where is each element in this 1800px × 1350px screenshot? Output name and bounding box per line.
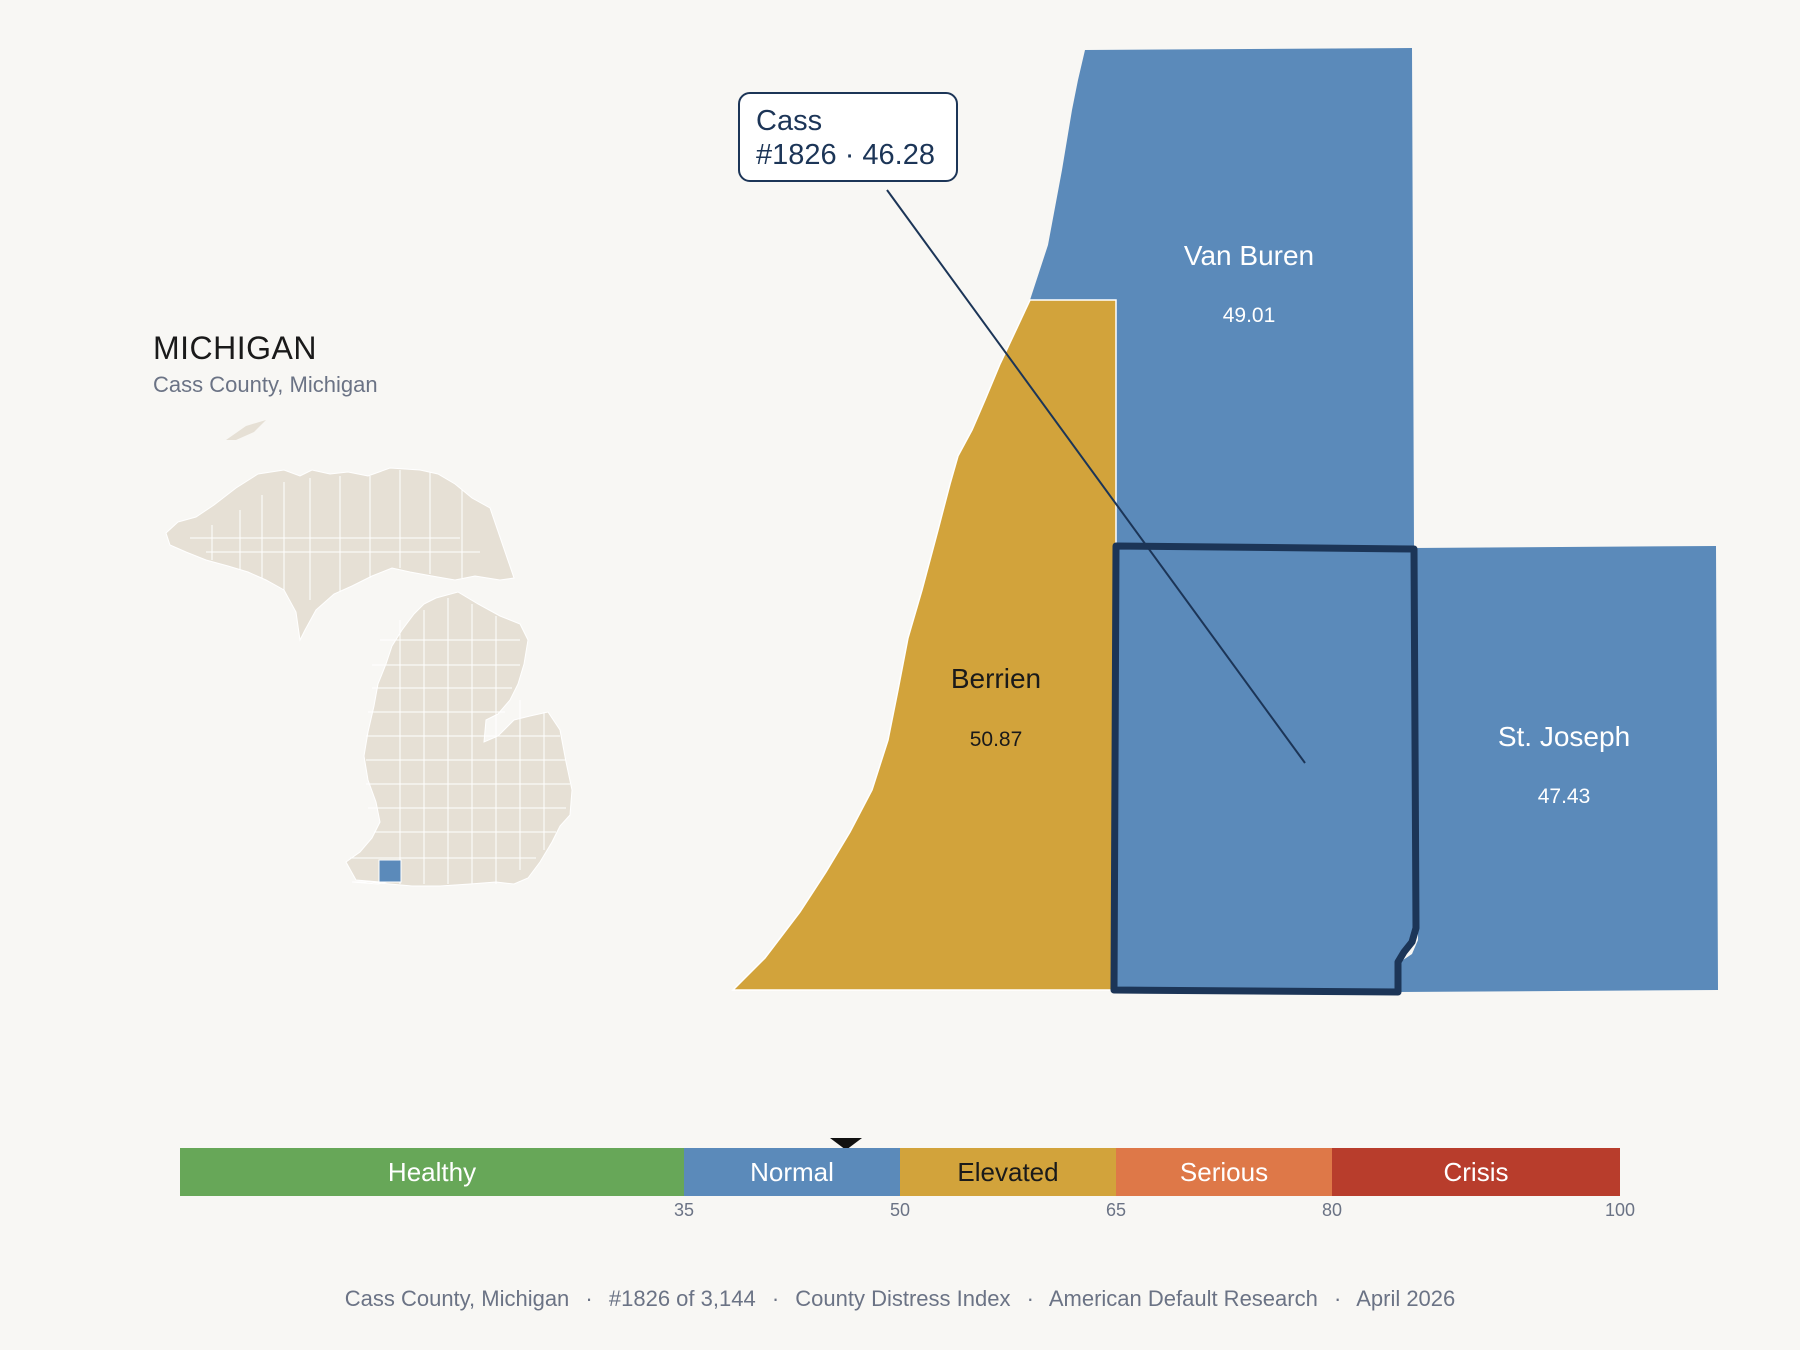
scale-tick-100: 100	[1604, 1200, 1636, 1220]
scale-segment-healthy: Healthy	[180, 1148, 684, 1196]
lower-peninsula-shape[interactable]	[345, 591, 573, 887]
footer-separator: ·	[771, 1286, 780, 1311]
scale-tick-35: 35	[673, 1200, 695, 1220]
label-st-joseph-value: 47.43	[1538, 785, 1591, 808]
footer-source: American Default Research	[1048, 1286, 1318, 1311]
scale-segment-normal: Normal	[684, 1148, 900, 1196]
callout-county-name: Cass	[756, 105, 823, 137]
footer-county: Cass County, Michigan	[344, 1286, 570, 1311]
label-st-joseph-name: St. Joseph	[1498, 721, 1630, 752]
scale-tick-65: 65	[1105, 1200, 1127, 1220]
footer-separator: ·	[1333, 1286, 1342, 1311]
michigan-inset-map	[165, 420, 573, 887]
selected-county-callout: Cass #1826 · 46.28	[738, 92, 958, 182]
inset-cass-highlight[interactable]	[378, 859, 402, 883]
footer-rank: #1826 of 3,144	[608, 1286, 756, 1311]
scale-tick-80: 80	[1321, 1200, 1343, 1220]
scale-tick-50: 50	[889, 1200, 911, 1220]
county-van-buren[interactable]	[1030, 48, 1414, 548]
footer-index: County Distress Index	[795, 1286, 1011, 1311]
state-title: MICHIGAN	[153, 330, 317, 366]
state-subtitle: Cass County, Michigan	[153, 372, 378, 397]
footer-date: April 2026	[1356, 1286, 1456, 1311]
label-berrien-name: Berrien	[951, 663, 1041, 694]
county-st-joseph[interactable]	[1398, 546, 1718, 992]
scale-segment-serious: Serious	[1116, 1148, 1332, 1196]
footer-caption: Cass County, Michigan · #1826 of 3,144 ·…	[0, 1286, 1800, 1312]
footer-separator: ·	[585, 1286, 593, 1311]
county-cass[interactable]	[1110, 542, 1420, 996]
scale-segment-elevated: Elevated	[900, 1148, 1116, 1196]
distress-scale-bar: Healthy Normal Elevated Serious Crisis	[180, 1148, 1620, 1196]
scale-segment-crisis: Crisis	[1332, 1148, 1620, 1196]
scale-marker-icon	[830, 1138, 862, 1150]
label-van-buren-name: Van Buren	[1184, 240, 1314, 271]
callout-rank-value: #1826 · 46.28	[756, 139, 935, 171]
county-berrien[interactable]	[731, 299, 1117, 991]
main-county-map: Van Buren 49.01 Berrien 50.87 St. Joseph…	[731, 48, 1718, 996]
isle-royale-shape	[226, 420, 266, 440]
label-van-buren-value: 49.01	[1223, 304, 1276, 327]
label-berrien-value: 50.87	[970, 728, 1023, 751]
footer-separator: ·	[1026, 1286, 1034, 1311]
callout-leader-line	[886, 189, 1306, 764]
